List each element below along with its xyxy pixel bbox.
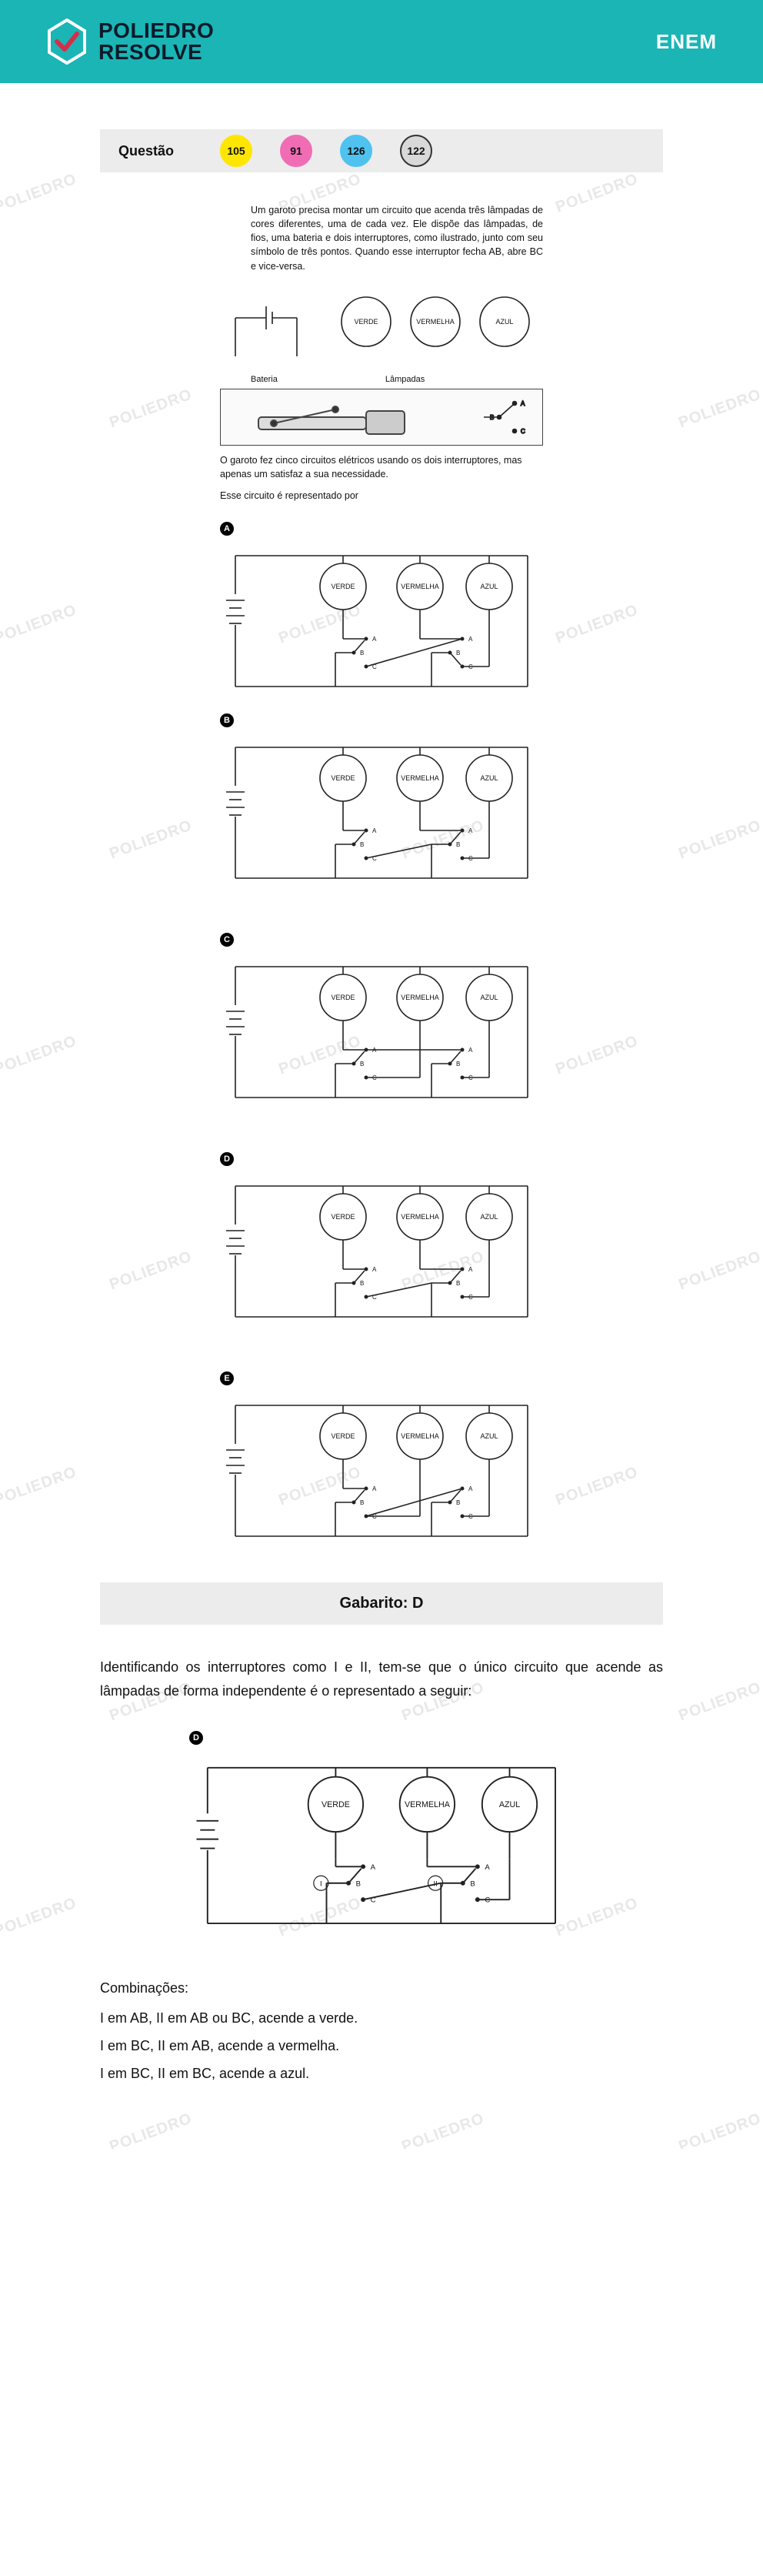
svg-text:AZUL: AZUL [480, 1432, 498, 1440]
abc-symbol-icon: A B C [476, 394, 538, 440]
option-D: D VERDEVERMELHAAZULABCABC [220, 1151, 543, 1325]
svg-text:B: B [470, 1879, 475, 1888]
svg-text:A: A [372, 827, 377, 834]
brand: POLIEDRO RESOLVE [46, 18, 214, 65]
battery-caption: Bateria [251, 375, 278, 384]
svg-text:AZUL: AZUL [480, 774, 498, 782]
svg-text:B: B [456, 1499, 460, 1506]
svg-text:C: C [485, 1896, 490, 1905]
circuit-E-icon: VERDEVERMELHAAZULABCABC [220, 1390, 543, 1544]
lamp-azul-label: AZUL [495, 318, 513, 326]
qnum-cyan: 126 [340, 135, 372, 167]
svg-text:B: B [356, 1879, 361, 1888]
svg-text:VERMELHA: VERMELHA [401, 774, 439, 782]
svg-text:VERDE: VERDE [322, 1800, 350, 1809]
switch-photo: A B C [220, 389, 543, 446]
comb-line-3: I em BC, II em BC, acende a azul. [100, 2060, 663, 2087]
sub-prompt-1: O garoto fez cinco circuitos elétricos u… [220, 453, 543, 481]
svg-text:A: A [468, 1266, 473, 1273]
prompt-text: Um garoto precisa montar um circuito que… [251, 203, 543, 273]
sub-prompt-2: Esse circuito é representado por [220, 489, 543, 503]
option-B: B VERDEVERMELHAAZULABCABC [220, 713, 543, 886]
svg-text:A: A [372, 1266, 377, 1273]
brand-text: POLIEDRO RESOLVE [98, 20, 214, 63]
answer-option-label: D [189, 1731, 203, 1745]
svg-text:VERDE: VERDE [331, 583, 355, 590]
svg-text:VERDE: VERDE [331, 1432, 355, 1440]
circuit-answer-icon: VERDEVERMELHAAZULABCIABCII [189, 1749, 574, 1950]
svg-text:AZUL: AZUL [499, 1800, 520, 1809]
svg-text:A: A [468, 1047, 473, 1054]
svg-text:B: B [360, 650, 364, 657]
svg-text:VERDE: VERDE [331, 774, 355, 782]
content: Questão 105 91 126 122 Um garoto precisa… [0, 83, 763, 2149]
gabarito-bar: Gabarito: D [100, 1582, 663, 1625]
svg-text:B: B [360, 841, 364, 848]
circuit-C-icon: VERDEVERMELHAAZULABCABC [220, 951, 543, 1105]
svg-text:A: A [372, 1485, 377, 1492]
svg-text:C: C [521, 428, 525, 435]
qnum-yellow: 105 [220, 135, 252, 167]
answer-diagram: D VERDEVERMELHAAZULABCIABCII [189, 1730, 574, 1950]
svg-text:A: A [521, 400, 525, 407]
svg-text:VERMELHA: VERMELHA [405, 1800, 451, 1809]
brand-line1: POLIEDRO [98, 20, 214, 42]
svg-text:A: A [485, 1863, 490, 1872]
lamp-vermelha-label: VERMELHA [416, 318, 455, 326]
option-label-A: A [220, 522, 234, 536]
prompt-block: Um garoto precisa montar um circuito que… [220, 203, 543, 503]
circuit-D-icon: VERDEVERMELHAAZULABCABC [220, 1171, 543, 1325]
circuit-A-icon: VERDEVERMELHAAZULABCABC [220, 540, 543, 694]
svg-text:VERDE: VERDE [331, 1213, 355, 1221]
header-bar: POLIEDRO RESOLVE ENEM [0, 0, 763, 83]
option-label-C: C [220, 933, 234, 947]
comb-line-2: I em BC, II em AB, acende a vermelha. [100, 2032, 663, 2060]
option-label-E: E [220, 1372, 234, 1385]
brand-line2: RESOLVE [98, 42, 214, 63]
svg-text:A: A [371, 1863, 376, 1872]
svg-text:B: B [360, 1280, 364, 1287]
svg-text:B: B [360, 1061, 364, 1067]
qnum-gray: 122 [400, 135, 432, 167]
svg-text:A: A [468, 1485, 473, 1492]
svg-text:B: B [456, 841, 460, 848]
exam-label: ENEM [656, 30, 717, 54]
svg-text:A: A [468, 827, 473, 834]
svg-text:VERMELHA: VERMELHA [401, 583, 439, 590]
svg-text:AZUL: AZUL [480, 583, 498, 590]
question-numbers: 105 91 126 122 [220, 135, 432, 167]
option-C: C VERDEVERMELHAAZULABCABC [220, 932, 543, 1105]
intro-circuit-icon: VERDE VERMELHA AZUL [220, 287, 543, 372]
svg-text:I: I [320, 1879, 322, 1888]
svg-text:A: A [468, 636, 473, 643]
svg-text:B: B [456, 1280, 460, 1287]
svg-text:AZUL: AZUL [480, 994, 498, 1001]
qnum-pink: 91 [280, 135, 312, 167]
svg-text:VERDE: VERDE [331, 994, 355, 1001]
option-label-B: B [220, 713, 234, 727]
combinations-heading: Combinações: [100, 1980, 663, 1996]
svg-text:A: A [372, 636, 377, 643]
physical-switch-icon [225, 394, 445, 440]
svg-text:VERMELHA: VERMELHA [401, 1432, 439, 1440]
lamps-caption: Lâmpadas [385, 375, 425, 384]
svg-text:VERMELHA: VERMELHA [401, 994, 439, 1001]
caption-row: Bateria Lâmpadas [220, 375, 543, 384]
question-label: Questão [118, 143, 174, 159]
svg-text:AZUL: AZUL [480, 1213, 498, 1221]
svg-text:B: B [360, 1499, 364, 1506]
explanation-text: Identificando os interruptores como I e … [100, 1656, 663, 1702]
logo-hex-icon [46, 18, 88, 65]
option-label-D: D [220, 1152, 234, 1166]
circuit-B-icon: VERDEVERMELHAAZULABCABC [220, 732, 543, 886]
question-bar: Questão 105 91 126 122 [100, 129, 663, 172]
lamp-verde-label: VERDE [354, 318, 378, 326]
comb-line-1: I em AB, II em AB ou BC, acende a verde. [100, 2004, 663, 2032]
svg-text:B: B [456, 1061, 460, 1067]
svg-text:B: B [456, 650, 460, 657]
svg-text:VERMELHA: VERMELHA [401, 1213, 439, 1221]
option-A: A VERDEVERMELHAAZULABCABC [220, 521, 543, 694]
option-E: E VERDEVERMELHAAZULABCABC [220, 1371, 543, 1544]
